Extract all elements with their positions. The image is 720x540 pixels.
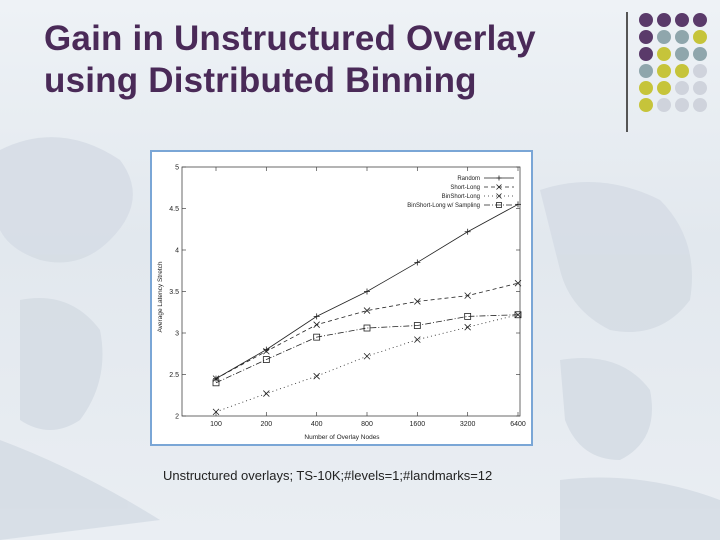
- legend-entry: Short-Long: [450, 184, 514, 191]
- x-tick-label: 400: [311, 421, 323, 428]
- series-2: [212, 311, 522, 416]
- legend-label: BinShort-Long: [442, 194, 480, 200]
- decorative-dot: [639, 13, 653, 27]
- legend-label: BinShort-Long w/ Sampling: [407, 203, 480, 209]
- data-point-marker: [212, 408, 220, 416]
- x-tick-label: 3200: [460, 421, 476, 428]
- decorative-dot: [693, 47, 707, 61]
- decorative-dot: [693, 30, 707, 44]
- data-point-marker: [212, 375, 220, 382]
- data-point-marker: [414, 259, 421, 266]
- decorative-dot: [693, 64, 707, 78]
- legend-entry: Random: [457, 175, 514, 182]
- decorative-dot: [657, 64, 671, 78]
- decorative-dot: [639, 47, 653, 61]
- series-0: [213, 201, 521, 382]
- x-tick-label: 100: [210, 421, 222, 428]
- decorative-dot: [639, 30, 653, 44]
- slide-title-line-2: using Distributed Binning: [44, 61, 477, 100]
- data-point-marker: [363, 324, 371, 332]
- y-tick-label: 4: [175, 248, 179, 255]
- data-point-marker: [496, 193, 502, 199]
- decorative-dot: [675, 98, 689, 112]
- series-3: [212, 311, 522, 387]
- data-point-marker: [496, 175, 502, 181]
- data-point-marker: [263, 390, 270, 397]
- decorative-dot-grid: [639, 13, 707, 112]
- data-point-marker: [414, 298, 421, 305]
- data-point-marker: [464, 312, 472, 320]
- chart-legend: Random Short-Long BinShort-Long BinShort-Lo…: [407, 175, 514, 209]
- series-line: [215, 314, 519, 384]
- data-point-marker: [464, 228, 471, 235]
- data-point-marker: [313, 313, 320, 320]
- decorative-dot: [657, 81, 671, 95]
- data-point-marker: [262, 356, 270, 363]
- data-point-marker: [514, 311, 522, 319]
- data-point-marker: [212, 379, 220, 387]
- x-tick-label: 1600: [410, 421, 426, 428]
- y-tick-label: 2: [175, 414, 179, 421]
- decorative-dot: [657, 47, 671, 61]
- data-point-marker: [515, 201, 521, 208]
- y-tick-label: 3.5: [169, 289, 179, 296]
- y-tick-label: 5: [175, 165, 179, 172]
- slide-title-line-1: Gain in Unstructured Overlay: [44, 19, 536, 58]
- data-point-marker: [364, 288, 370, 295]
- x-tick-label: 6400: [510, 421, 526, 428]
- decorative-dot: [675, 30, 689, 44]
- y-tick-label: 2.5: [169, 372, 179, 379]
- decorative-dot: [657, 13, 671, 27]
- data-point-marker: [363, 307, 371, 314]
- y-tick-label: 4.5: [169, 206, 179, 213]
- x-tick-label: 800: [361, 421, 373, 428]
- data-point-marker: [464, 292, 471, 299]
- legend-entry: BinShort-Long w/ Sampling: [407, 202, 514, 209]
- decorative-dot: [639, 64, 653, 78]
- data-point-marker: [313, 333, 321, 341]
- y-tick-label: 3: [175, 331, 179, 338]
- decorative-dot: [693, 98, 707, 112]
- data-point-marker: [313, 372, 320, 380]
- decorative-dot: [639, 81, 653, 95]
- data-point-marker: [496, 202, 502, 208]
- y-axis-label: Average Latency Stretch: [157, 261, 164, 332]
- data-point-marker: [414, 336, 421, 343]
- legend-entry: BinShort-Long: [442, 193, 514, 200]
- title-divider: [626, 12, 628, 132]
- legend-label: Random: [457, 176, 480, 182]
- line-chart: 2 2.5 3 3.5 4 4.5 5 100 200 400 800 1600 3200 6400 R…: [157, 165, 526, 442]
- decorative-dot: [675, 47, 689, 61]
- decorative-dot: [693, 81, 707, 95]
- chart-series: [212, 201, 522, 416]
- data-point-marker: [496, 184, 502, 190]
- decorative-dot: [657, 30, 671, 44]
- data-point-marker: [514, 279, 522, 287]
- data-point-marker: [313, 321, 320, 328]
- decorative-dot: [639, 98, 653, 112]
- decorative-dot: [675, 13, 689, 27]
- slide-title: Gain in Unstructured Overlay using Distr…: [44, 18, 604, 102]
- chart-frame: 2 2.5 3 3.5 4 4.5 5 100 200 400 800 1600 3200 6400 R…: [150, 150, 533, 446]
- data-point-marker: [464, 323, 471, 331]
- legend-label: Short-Long: [450, 185, 480, 191]
- series-line: [215, 314, 519, 413]
- decorative-dot: [657, 98, 671, 112]
- x-axis-label: Number of Overlay Nodes: [304, 434, 380, 441]
- decorative-dot: [675, 64, 689, 78]
- x-tick-label: 200: [260, 421, 272, 428]
- data-point-marker: [514, 311, 522, 319]
- data-point-marker: [363, 352, 371, 360]
- data-point-marker: [413, 322, 421, 329]
- x-axis-ticks: 100 200 400 800 1600 3200 6400: [210, 167, 526, 428]
- series-1: [212, 279, 522, 382]
- decorative-dot: [675, 81, 689, 95]
- data-point-marker: [263, 347, 270, 355]
- decorative-dot: [693, 13, 707, 27]
- chart-caption: Unstructured overlays; TS-10K;#levels=1;…: [163, 468, 493, 483]
